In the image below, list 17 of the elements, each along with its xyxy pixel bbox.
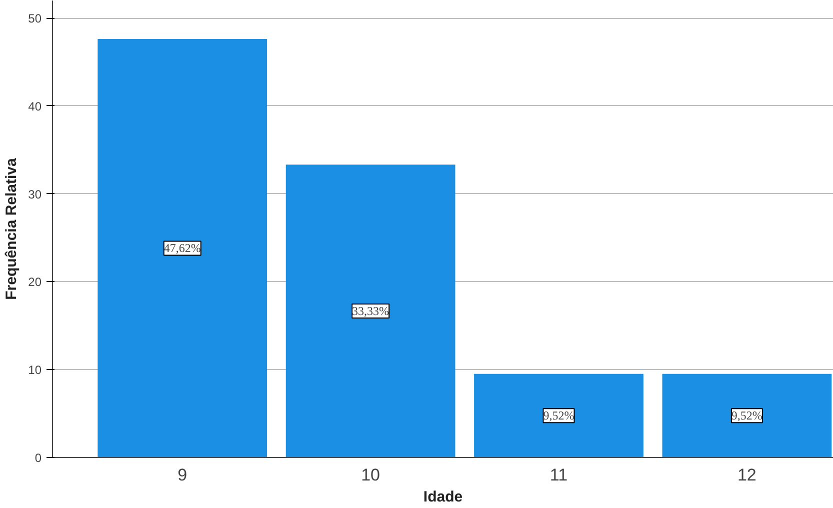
data-label: 33,33% xyxy=(352,304,390,318)
x-tick-label: 11 xyxy=(550,466,568,484)
y-tick-label: 10 xyxy=(28,363,42,378)
bar xyxy=(98,38,268,458)
x-axis-title: Idade xyxy=(423,488,463,506)
y-axis-title: Frequência Relativa xyxy=(3,157,20,300)
bar xyxy=(286,164,456,458)
y-tick-label: 50 xyxy=(28,12,42,26)
x-tick-label: 12 xyxy=(737,466,756,484)
bar xyxy=(662,374,832,458)
y-tick-label: 0 xyxy=(34,451,42,465)
y-tick-label: 40 xyxy=(28,99,42,114)
y-tick-label: 20 xyxy=(28,275,42,290)
x-tick-label: 10 xyxy=(361,466,380,484)
x-tick-label: 9 xyxy=(178,466,188,484)
bar xyxy=(474,374,644,458)
y-tick-label: 30 xyxy=(28,187,42,202)
